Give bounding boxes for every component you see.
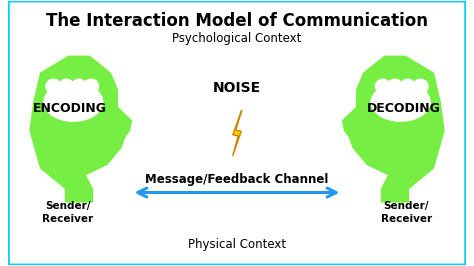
- Polygon shape: [342, 56, 445, 203]
- Circle shape: [375, 78, 391, 94]
- Text: Physical Context: Physical Context: [188, 238, 286, 251]
- Circle shape: [400, 78, 416, 94]
- Ellipse shape: [43, 82, 103, 122]
- Polygon shape: [29, 56, 132, 203]
- Circle shape: [387, 78, 403, 94]
- Circle shape: [412, 78, 428, 94]
- Circle shape: [46, 78, 62, 94]
- Text: Message/Feedback Channel: Message/Feedback Channel: [146, 173, 328, 186]
- Text: Psychological Context: Psychological Context: [173, 32, 301, 45]
- Text: NOISE: NOISE: [213, 81, 261, 95]
- Circle shape: [71, 78, 87, 94]
- Polygon shape: [233, 110, 242, 156]
- Text: Sender/
Receiver: Sender/ Receiver: [42, 201, 93, 224]
- Text: ENCODING: ENCODING: [33, 102, 107, 115]
- Text: Sender/
Receiver: Sender/ Receiver: [381, 201, 432, 224]
- Circle shape: [83, 78, 99, 94]
- Text: DECODING: DECODING: [367, 102, 441, 115]
- Text: The Interaction Model of Communication: The Interaction Model of Communication: [46, 12, 428, 30]
- Ellipse shape: [371, 82, 431, 122]
- Circle shape: [58, 78, 74, 94]
